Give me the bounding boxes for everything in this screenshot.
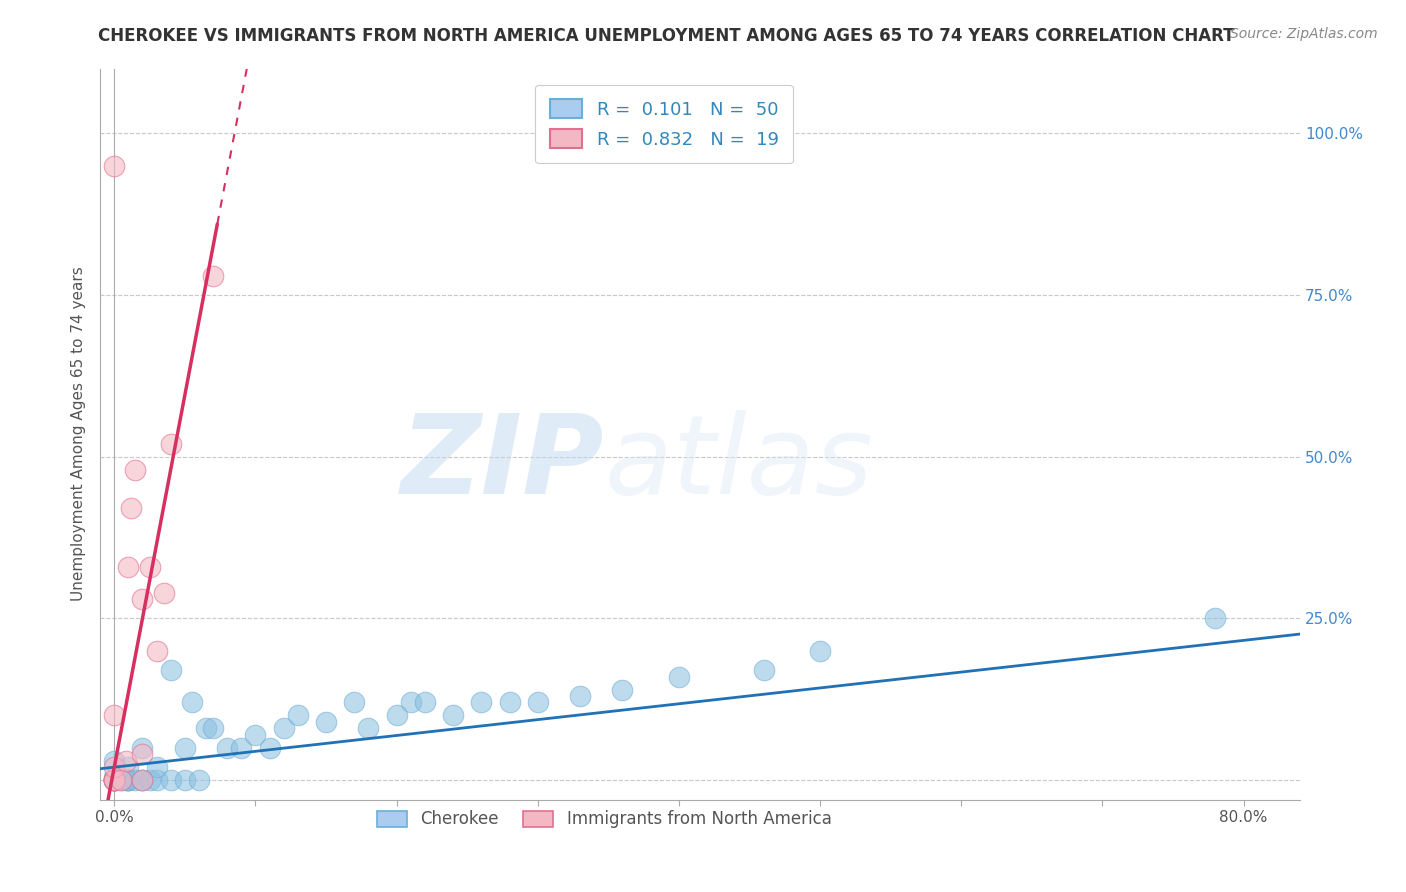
Point: [752, 663, 775, 677]
Text: ZIP: ZIP: [401, 409, 605, 516]
Point: [569, 689, 592, 703]
Point: [131, 740, 153, 755]
Point: [187, 773, 209, 788]
Point: [145, 760, 167, 774]
Point: [103, 773, 125, 788]
Point: [343, 696, 366, 710]
Point: [385, 708, 408, 723]
Point: [399, 696, 422, 710]
Point: [273, 722, 295, 736]
Y-axis label: Unemployment Among Ages 65 to 74 years: Unemployment Among Ages 65 to 74 years: [72, 267, 86, 601]
Point: [357, 722, 380, 736]
Point: [124, 462, 146, 476]
Point: [245, 728, 267, 742]
Point: [117, 773, 139, 788]
Point: [202, 722, 225, 736]
Point: [808, 644, 831, 658]
Point: [441, 708, 464, 723]
Point: [259, 740, 281, 755]
Text: atlas: atlas: [605, 409, 873, 516]
Point: [117, 760, 139, 774]
Point: [159, 773, 181, 788]
Point: [173, 773, 195, 788]
Point: [145, 644, 167, 658]
Point: [413, 696, 436, 710]
Point: [1204, 611, 1226, 625]
Point: [117, 559, 139, 574]
Point: [315, 714, 337, 729]
Point: [145, 773, 167, 788]
Point: [103, 760, 125, 774]
Point: [612, 682, 634, 697]
Point: [103, 773, 125, 788]
Point: [287, 708, 309, 723]
Point: [103, 773, 125, 788]
Point: [498, 696, 520, 710]
Point: [110, 773, 132, 788]
Point: [159, 436, 181, 450]
Point: [117, 773, 139, 788]
Point: [173, 740, 195, 755]
Point: [159, 663, 181, 677]
Point: [202, 268, 225, 283]
Point: [152, 585, 174, 599]
Point: [110, 773, 132, 788]
Point: [124, 773, 146, 788]
Point: [103, 159, 125, 173]
Legend: Cherokee, Immigrants from North America: Cherokee, Immigrants from North America: [370, 804, 838, 835]
Point: [231, 740, 253, 755]
Point: [117, 773, 139, 788]
Point: [103, 773, 125, 788]
Point: [526, 696, 548, 710]
Text: CHEROKEE VS IMMIGRANTS FROM NORTH AMERICA UNEMPLOYMENT AMONG AGES 65 TO 74 YEARS: CHEROKEE VS IMMIGRANTS FROM NORTH AMERIC…: [98, 27, 1234, 45]
Point: [138, 559, 160, 574]
Point: [114, 773, 136, 788]
Point: [180, 696, 202, 710]
Point: [131, 773, 153, 788]
Point: [131, 773, 153, 788]
Point: [217, 740, 239, 755]
Point: [120, 501, 142, 516]
Point: [103, 754, 125, 768]
Point: [131, 747, 153, 762]
Point: [195, 722, 218, 736]
Point: [103, 773, 125, 788]
Text: Source: ZipAtlas.com: Source: ZipAtlas.com: [1230, 27, 1378, 41]
Point: [138, 773, 160, 788]
Point: [131, 773, 153, 788]
Point: [114, 754, 136, 768]
Point: [103, 770, 125, 784]
Point: [103, 773, 125, 788]
Point: [131, 592, 153, 607]
Point: [103, 708, 125, 723]
Point: [103, 773, 125, 788]
Point: [470, 696, 492, 710]
Point: [103, 773, 125, 788]
Point: [668, 670, 690, 684]
